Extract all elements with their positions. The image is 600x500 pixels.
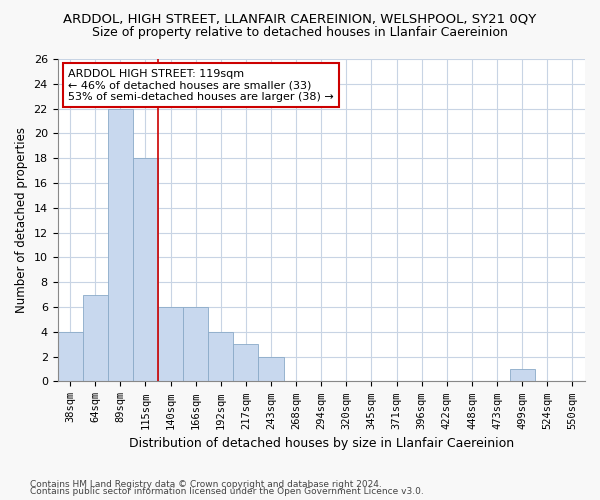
Bar bbox=[509, 369, 535, 382]
Bar bbox=[259, 356, 284, 382]
Bar bbox=[83, 294, 108, 382]
Text: ARDDOL, HIGH STREET, LLANFAIR CAEREINION, WELSHPOOL, SY21 0QY: ARDDOL, HIGH STREET, LLANFAIR CAEREINION… bbox=[64, 12, 536, 26]
Bar bbox=[158, 307, 183, 382]
Y-axis label: Number of detached properties: Number of detached properties bbox=[15, 127, 28, 313]
Bar bbox=[58, 332, 83, 382]
X-axis label: Distribution of detached houses by size in Llanfair Caereinion: Distribution of detached houses by size … bbox=[129, 437, 514, 450]
Bar bbox=[233, 344, 259, 382]
Text: Size of property relative to detached houses in Llanfair Caereinion: Size of property relative to detached ho… bbox=[92, 26, 508, 39]
Text: ARDDOL HIGH STREET: 119sqm
← 46% of detached houses are smaller (33)
53% of semi: ARDDOL HIGH STREET: 119sqm ← 46% of deta… bbox=[68, 68, 334, 102]
Text: Contains public sector information licensed under the Open Government Licence v3: Contains public sector information licen… bbox=[30, 488, 424, 496]
Bar bbox=[208, 332, 233, 382]
Text: Contains HM Land Registry data © Crown copyright and database right 2024.: Contains HM Land Registry data © Crown c… bbox=[30, 480, 382, 489]
Bar bbox=[108, 108, 133, 382]
Bar bbox=[133, 158, 158, 382]
Bar bbox=[183, 307, 208, 382]
